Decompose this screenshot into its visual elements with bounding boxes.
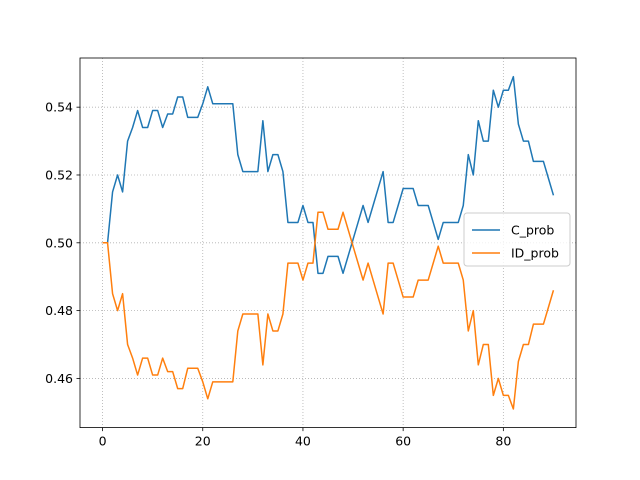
series-line-c-prob <box>102 75 555 275</box>
y-tick-label: 0.48 <box>45 303 73 318</box>
y-tick-label: 0.54 <box>45 100 73 115</box>
x-tick-label: 60 <box>395 434 411 449</box>
y-tick-label: 0.52 <box>45 167 73 182</box>
legend-label-id-prob: ID_prob <box>511 246 559 261</box>
x-tick-label: 80 <box>495 434 511 449</box>
x-tick-label: 20 <box>195 434 211 449</box>
y-tick-label: 0.46 <box>45 371 73 386</box>
y-tick-label: 0.50 <box>45 235 73 250</box>
legend-label-c-prob: C_prob <box>511 223 554 238</box>
series-layer <box>102 75 555 410</box>
legend: C_prob ID_prob <box>463 212 571 267</box>
x-tick-label: 0 <box>99 434 107 449</box>
x-axis: 0 20 40 60 80 <box>99 427 511 449</box>
y-axis: 0.46 0.48 0.50 0.52 0.54 <box>45 100 80 386</box>
series-line-id-prob <box>102 211 555 410</box>
x-tick-label: 40 <box>295 434 311 449</box>
